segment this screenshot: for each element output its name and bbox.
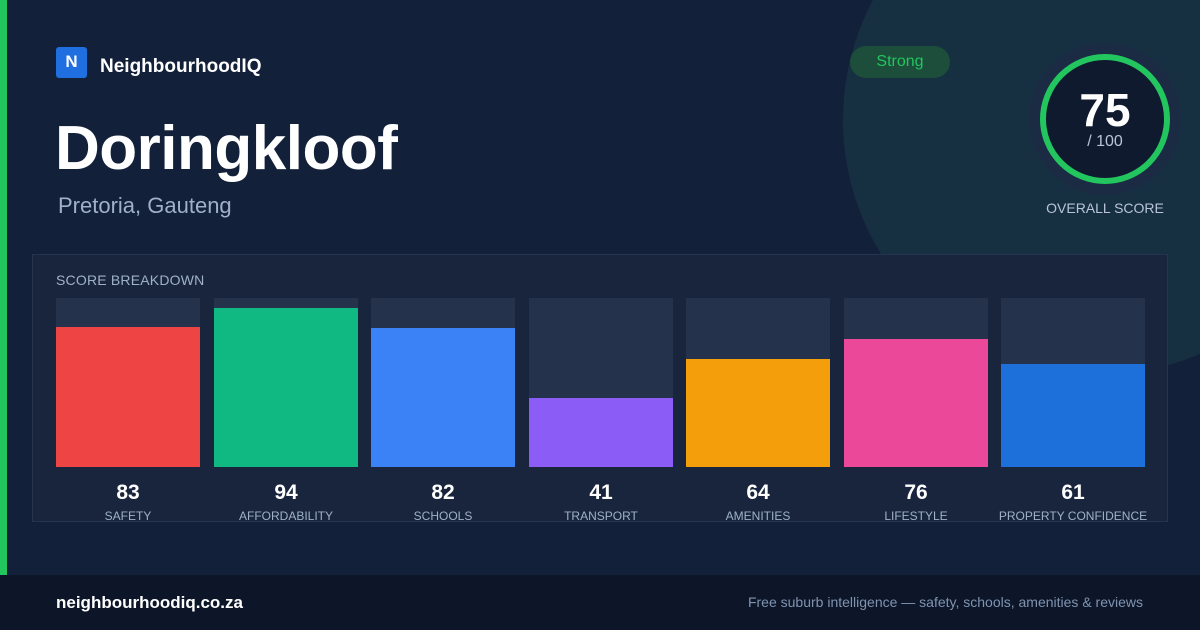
score-breakdown-panel: SCORE BREAKDOWN 83 SAFETY 94 AFFORDABILITY 8… [32,254,1168,523]
footer-url[interactable]: neighbourhoodiq.co.za [56,593,243,612]
bar-track [56,298,200,467]
bar-value-label: 83 [116,481,140,504]
bar-value-label: 76 [904,481,928,504]
bar-category-label: AMENITIES [725,509,791,523]
overall-score-caption: OVERALL SCORE [1046,200,1164,216]
overall-score-ring: 75 / 100 [1029,43,1181,195]
bar-track [214,298,358,467]
bar-column: 64 AMENITIES [686,298,830,523]
suburb-location: Pretoria, Gauteng [58,193,232,218]
overall-score-max: / 100 [1087,133,1123,150]
bar [371,328,515,467]
bar-column: 82 SCHOOLS [371,298,515,523]
bar [686,359,830,467]
bar-value-label: 82 [431,481,455,504]
rating-badge: Strong [850,46,950,78]
bar [1001,364,1145,467]
suburb-title: Doringkloof [55,114,398,183]
bar [529,398,673,467]
bar-category-label: LIFESTYLE [884,509,948,523]
bar-category-label: PROPERTY CONFIDENCE [998,509,1148,523]
bar [56,327,200,467]
brand-logo-icon: N [56,46,87,78]
accent-bar [0,0,7,575]
bar-value-label: 41 [589,481,613,504]
score-ring-arc [1040,54,1170,184]
breakdown-chart: 83 SAFETY 94 AFFORDABILITY 82 SCHOOLS 41 TRANSP… [56,298,1147,523]
score-ring-graphic [1029,43,1181,195]
bar-category-label: AFFORDABILITY [238,509,333,523]
bar [844,339,988,467]
bar-track [371,298,515,467]
bar-column: 94 AFFORDABILITY [214,298,358,523]
bar-value-label: 94 [274,481,298,504]
brand[interactable]: N NeighbourhoodIQ [56,46,261,78]
breakdown-title: SCORE BREAKDOWN [56,272,205,288]
bar-track [1001,298,1145,467]
brand-name: NeighbourhoodIQ [100,56,262,77]
footer-tagline: Free suburb intelligence — safety, schoo… [747,594,1143,610]
bar-category-label: SAFETY [104,509,152,523]
bar-column: 83 SAFETY [56,298,200,523]
bar-category-label: SCHOOLS [413,509,473,523]
bar-column: 76 LIFESTYLE [844,298,988,523]
footer: neighbourhoodiq.co.za Free suburb intell… [0,575,1200,630]
bar-track [529,298,673,467]
bar [214,308,358,467]
overall-score-value: 75 [1079,84,1131,136]
bar-value-label: 61 [1061,481,1085,504]
bar-value-label: 64 [746,481,770,504]
bar-track [686,298,830,467]
bar-column: 61 PROPERTY CONFIDENCE [999,298,1147,523]
bar-category-label: TRANSPORT [564,509,638,523]
bar-track [844,298,988,467]
bar-column: 41 TRANSPORT [529,298,673,523]
